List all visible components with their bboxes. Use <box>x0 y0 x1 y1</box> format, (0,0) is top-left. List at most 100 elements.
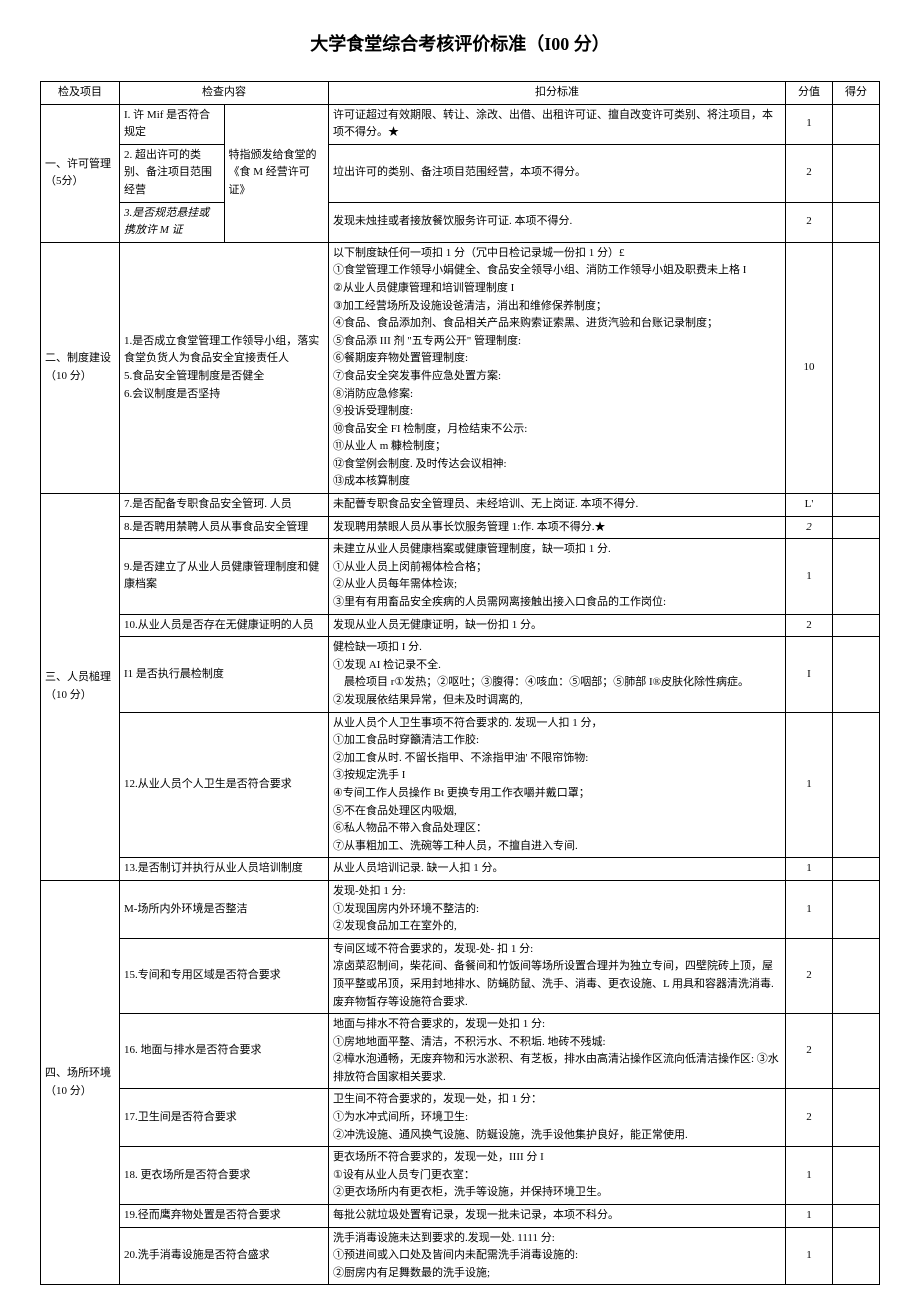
evaluation-table: 检及项目 检查内容 扣分标准 分值 得分 一、许可管理（5分）I. 许 Mif … <box>40 81 880 1285</box>
table-header-row: 检及项目 检查内容 扣分标准 分值 得分 <box>41 82 880 105</box>
content-cell: 17.卫生间是否符合要求 <box>120 1089 329 1147</box>
score-cell: 2 <box>786 1014 833 1089</box>
criteria-cell: 发现从业人员无健康证明，缺一份扣 1 分。 <box>329 614 786 637</box>
score-cell: 1 <box>786 104 833 144</box>
result-cell <box>833 144 880 202</box>
table-row: 3.是否规范悬挂或携放许 M 证 发现未烛挂或者接放餐饮服务许可证. 本项不得分.… <box>41 202 880 242</box>
score-cell: 1 <box>786 880 833 938</box>
content-cell: 3.是否规范悬挂或携放许 M 证 <box>120 202 225 242</box>
table-row: 2. 超出许可的类别、备注项目范围经营 垃出许可的类别、备注项目范围经营，本项不得… <box>41 144 880 202</box>
content-cell: 10.从业人员是否存在无健康证明的人员 <box>120 614 329 637</box>
content-cell: 8.是否聘用禁聘人员从事食品安全管理 <box>120 516 329 539</box>
criteria-cell: 从业人员个人卫生事项不符合要求的. 发现一人扣 1 分， ①加工食品时穿籲清洁工… <box>329 712 786 858</box>
score-cell: 2 <box>786 1089 833 1147</box>
result-cell <box>833 494 880 517</box>
content-cell: 15.专间和专用区域是否符合要求 <box>120 938 329 1013</box>
result-cell <box>833 1205 880 1228</box>
content-cell: 1.是否成立食堂管理工作领导小组，落实食堂负货人为食品安全宜接责任人 5.食品安… <box>120 242 329 493</box>
table-row: 20.洗手消毒设施是否符合盛求洗手消毒设施未达到要求的.发现一处. 1111 分… <box>41 1227 880 1285</box>
header-criteria: 扣分标准 <box>329 82 786 105</box>
score-cell: 2 <box>786 614 833 637</box>
table-row: 8.是否聘用禁聘人员从事食品安全管理发现聘用禁眼人员从事长饮服务管理 1:作. … <box>41 516 880 539</box>
content-cell: 18. 更衣场所是否符合要求 <box>120 1147 329 1205</box>
table-row: 19.径而鹰弃物处置是否符合要求每批公就垃圾处置宥记录，发现一批未记录，本项不科… <box>41 1205 880 1228</box>
score-cell: 2 <box>786 516 833 539</box>
criteria-cell: 发现聘用禁眼人员从事长饮服务管理 1:作. 本项不得分.★ <box>329 516 786 539</box>
criteria-cell: 从业人员培训记录. 缺一人扣 1 分。 <box>329 858 786 881</box>
score-cell: 1 <box>786 1227 833 1285</box>
score-cell: 1 <box>786 858 833 881</box>
header-result: 得分 <box>833 82 880 105</box>
project-cell: 二、制度建设（10 分） <box>41 242 120 493</box>
result-cell <box>833 202 880 242</box>
table-row: 15.专间和专用区域是否符合要求专间区域不符合要求的，发现-处- 扣 1 分: … <box>41 938 880 1013</box>
criteria-cell: 未配瞢专职食品安全管理员、未经培训、无上岗证. 本项不得分. <box>329 494 786 517</box>
table-row: 二、制度建设（10 分）1.是否成立食堂管理工作领导小组，落实食堂负货人为食品安… <box>41 242 880 493</box>
project-cell: 三、人员槌理（10 分） <box>41 494 120 881</box>
criteria-cell: 每批公就垃圾处置宥记录，发现一批未记录，本项不科分。 <box>329 1205 786 1228</box>
score-cell: 1 <box>786 1205 833 1228</box>
result-cell <box>833 242 880 493</box>
header-project: 检及项目 <box>41 82 120 105</box>
table-row: 13.是否制订并执行从业人员培训制度从业人员培训记录. 缺一人扣 1 分。1 <box>41 858 880 881</box>
result-cell <box>833 614 880 637</box>
score-cell: L' <box>786 494 833 517</box>
content-cell: 20.洗手消毒设施是否符合盛求 <box>120 1227 329 1285</box>
criteria-cell: 发现-处扣 1 分: ①发现国房内外环境不整洁的: ②发现食品加工在室外的, <box>329 880 786 938</box>
header-content: 检查内容 <box>120 82 329 105</box>
table-row: I1 是否执行晨检制度健检缺一项扣 I 分. ①发现 AI 检记录不全. 晨检项… <box>41 637 880 712</box>
score-cell: 2 <box>786 202 833 242</box>
criteria-cell: 洗手消毒设施未达到要求的.发现一处. 1111 分: ①预进间或入口处及皆间内未… <box>329 1227 786 1285</box>
result-cell <box>833 1147 880 1205</box>
result-cell <box>833 880 880 938</box>
content-cell: I. 许 Mif 是否符合规定 <box>120 104 225 144</box>
table-row: 三、人员槌理（10 分）7.是否配备专职食品安全管珂. 人员未配瞢专职食品安全管… <box>41 494 880 517</box>
table-row: 9.是否建立了从业人员健康管理制度和健康档案未建立从业人员健康档案或健康管理制度… <box>41 539 880 614</box>
table-row: 12.从业人员个人卫生是否符合要求从业人员个人卫生事项不符合要求的. 发现一人扣… <box>41 712 880 858</box>
criteria-cell: 健检缺一项扣 I 分. ①发现 AI 检记录不全. 晨检项目 r①发热；②呕吐；… <box>329 637 786 712</box>
score-cell: 2 <box>786 938 833 1013</box>
criteria-cell: 更衣场所不符合要求的，发现一处，IIII 分 I ①设有从业人员专门更衣室： ②… <box>329 1147 786 1205</box>
result-cell <box>833 938 880 1013</box>
result-cell <box>833 516 880 539</box>
table-row: 10.从业人员是否存在无健康证明的人员发现从业人员无健康证明，缺一份扣 1 分。… <box>41 614 880 637</box>
page-title: 大学食堂综合考核评价标准（I00 分） <box>40 30 880 56</box>
table-row: 一、许可管理（5分）I. 许 Mif 是否符合规定特指颁发给食堂的《食 M 经营… <box>41 104 880 144</box>
result-cell <box>833 1014 880 1089</box>
result-cell <box>833 637 880 712</box>
score-cell: 1 <box>786 1147 833 1205</box>
table-row: 17.卫生间是否符合要求卫生间不符合要求的，发现一处，扣 1 分： ①为水冲式间… <box>41 1089 880 1147</box>
score-cell: 2 <box>786 144 833 202</box>
criteria-cell: 专间区域不符合要求的，发现-处- 扣 1 分: 凉卤菜忍制间，柴花间、备餐间和竹… <box>329 938 786 1013</box>
content-cell: 12.从业人员个人卫生是否符合要求 <box>120 712 329 858</box>
content-cell: 2. 超出许可的类别、备注项目范围经营 <box>120 144 225 202</box>
criteria-cell: 以下制度缺任何一项扣 1 分（冗中日检记录城一份扣 1 分）£ ①食堂管理工作领… <box>329 242 786 493</box>
table-row: 18. 更衣场所是否符合要求更衣场所不符合要求的，发现一处，IIII 分 I ①… <box>41 1147 880 1205</box>
score-cell: 1 <box>786 712 833 858</box>
criteria-cell: 许可证超过有效期限、转让、涂改、出借、出租许可证、擅自改变许可类别、将注项目，本… <box>329 104 786 144</box>
content-cell: I1 是否执行晨检制度 <box>120 637 329 712</box>
table-row: 四、场所环境（10 分）M-场所内外环境是否整洁发现-处扣 1 分: ①发现国房… <box>41 880 880 938</box>
special-cell: 特指颁发给食堂的《食 M 经营许可证》 <box>224 104 329 242</box>
result-cell <box>833 1089 880 1147</box>
content-cell: 9.是否建立了从业人员健康管理制度和健康档案 <box>120 539 329 614</box>
result-cell <box>833 1227 880 1285</box>
score-cell: 1 <box>786 539 833 614</box>
content-cell: 16. 地面与排水是否符合要求 <box>120 1014 329 1089</box>
criteria-cell: 未建立从业人员健康档案或健康管理制度，缺一项扣 1 分. ①从业人员上闵前裼体检… <box>329 539 786 614</box>
result-cell <box>833 858 880 881</box>
content-cell: 7.是否配备专职食品安全管珂. 人员 <box>120 494 329 517</box>
criteria-cell: 垃出许可的类别、备注项目范围经营，本项不得分。 <box>329 144 786 202</box>
content-cell: M-场所内外环境是否整洁 <box>120 880 329 938</box>
score-cell: 10 <box>786 242 833 493</box>
criteria-cell: 卫生间不符合要求的，发现一处，扣 1 分： ①为水冲式间所，环境卫生: ②冲洗设… <box>329 1089 786 1147</box>
content-cell: 19.径而鹰弃物处置是否符合要求 <box>120 1205 329 1228</box>
result-cell <box>833 104 880 144</box>
result-cell <box>833 539 880 614</box>
result-cell <box>833 712 880 858</box>
table-row: 16. 地面与排水是否符合要求地面与排水不符合要求的，发现一处扣 1 分: ①房… <box>41 1014 880 1089</box>
criteria-cell: 发现未烛挂或者接放餐饮服务许可证. 本项不得分. <box>329 202 786 242</box>
header-score: 分值 <box>786 82 833 105</box>
criteria-cell: 地面与排水不符合要求的，发现一处扣 1 分: ①房地地面平整、清洁，不积污水、不… <box>329 1014 786 1089</box>
content-cell: 13.是否制订并执行从业人员培训制度 <box>120 858 329 881</box>
